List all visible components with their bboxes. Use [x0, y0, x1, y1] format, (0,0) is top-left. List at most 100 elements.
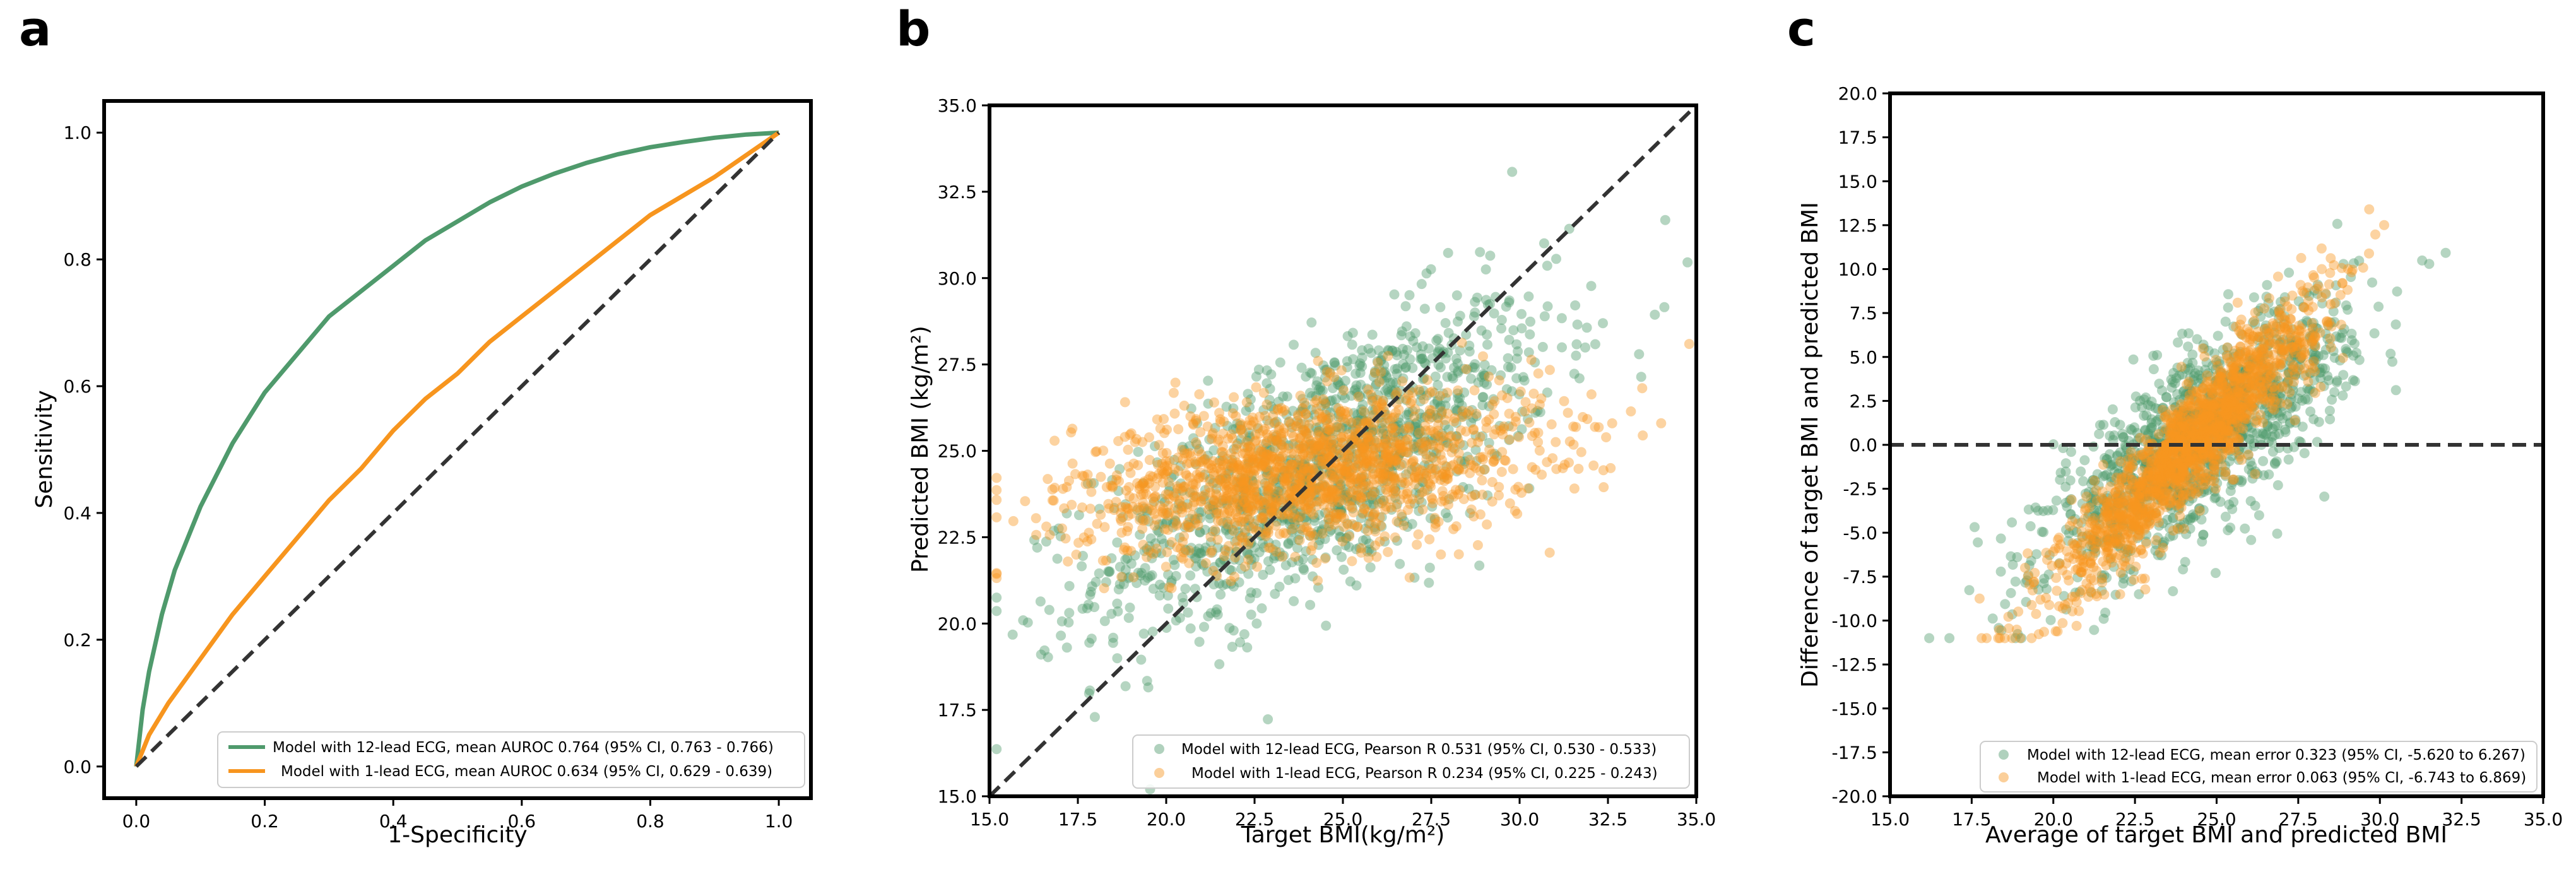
scatter-point-12lead: [1178, 598, 1188, 608]
scatter-point-1lead: [1171, 519, 1182, 529]
scatter-point-12lead: [1365, 562, 1376, 573]
scatter-point-12lead: [1368, 486, 1378, 497]
scatter-point-12lead: [1315, 382, 1326, 392]
scatter-point-12lead: [1347, 424, 1358, 435]
bland-altman-point-12lead: [2225, 522, 2236, 533]
scatter-point-12lead: [1470, 430, 1481, 441]
scatter-point-12lead: [1194, 637, 1205, 647]
scatter-point-12lead: [1139, 546, 1150, 557]
scatter-predicted-x-axis-label: Target BMI(kg/m²): [1241, 822, 1445, 848]
scatter-point-1lead: [1144, 432, 1154, 443]
scatter-point-1lead: [1347, 556, 1357, 567]
scatter-point-12lead: [1228, 403, 1239, 414]
scatter-point-1lead: [1395, 440, 1405, 451]
scatter-point-12lead: [1317, 453, 1328, 463]
scatter-point-12lead: [1266, 401, 1277, 411]
bland-altman-point-12lead: [2341, 300, 2351, 311]
scatter-point-12lead: [1333, 411, 1344, 422]
panel-c: c 15.0 17.5 20.0 22.5 25.0 27.5 30.0 32.5 35.0 -…: [1787, 1, 2563, 848]
scatter-point-12lead: [1340, 533, 1351, 543]
scatter-point-12lead: [1415, 349, 1426, 360]
scatter-point-12lead: [1402, 345, 1412, 355]
scatter-point-12lead: [1226, 461, 1236, 472]
roc-x-tick-label: 0.2: [251, 811, 279, 832]
scatter-point-1lead: [1116, 572, 1127, 582]
scatter-point-12lead: [1337, 551, 1347, 562]
scatter-point-12lead: [1276, 485, 1287, 496]
scatter-point-12lead: [1174, 533, 1185, 543]
scatter-point-12lead: [1244, 593, 1255, 604]
scatter-point-12lead: [1303, 467, 1313, 478]
scatter-point-12lead: [1224, 495, 1234, 506]
scatter-point-1lead: [1424, 534, 1435, 545]
scatter-point-1lead: [1364, 435, 1375, 445]
scatter-point-12lead: [1152, 457, 1162, 468]
scatter-point-12lead: [1429, 409, 1440, 420]
scatter-point-12lead: [1344, 454, 1354, 464]
scatter-point-12lead: [1018, 615, 1029, 626]
scatter-point-1lead: [1220, 493, 1231, 504]
scatter-point-12lead: [1391, 350, 1402, 361]
scatter-point-12lead: [1290, 519, 1301, 530]
scatter-point-12lead: [1376, 423, 1387, 433]
scatter-point-12lead: [1063, 617, 1074, 628]
scatter-point-12lead: [1314, 482, 1325, 493]
bland-altman-point-1lead: [2050, 626, 2061, 637]
scatter-point-1lead: [1311, 416, 1322, 426]
scatter-point-1lead: [1422, 375, 1433, 386]
scatter-point-12lead: [1246, 587, 1256, 598]
scatter-point-12lead: [1394, 451, 1405, 461]
scatter-point-12lead: [1183, 607, 1193, 618]
bland-altman-point-12lead: [2168, 586, 2178, 596]
scatter-point-12lead: [1236, 501, 1246, 512]
scatter-point-12lead: [1258, 486, 1268, 497]
scatter-point-12lead: [1318, 386, 1328, 396]
scatter-point-1lead: [1417, 504, 1428, 515]
scatter-point-1lead: [1467, 437, 1477, 448]
scatter-point-12lead: [1429, 399, 1440, 409]
scatter-point-12lead: [1279, 466, 1289, 476]
scatter-point-12lead: [1249, 553, 1260, 564]
scatter-point-1lead: [1123, 444, 1133, 455]
scatter-point-1lead: [1373, 357, 1383, 368]
scatter-point-12lead: [1152, 525, 1163, 536]
scatter-point-1lead: [1044, 529, 1055, 540]
scatter-point-12lead: [1261, 523, 1272, 534]
scatter-point-12lead: [1378, 425, 1389, 435]
scatter-point-12lead: [1384, 462, 1394, 473]
scatter-point-12lead: [1120, 499, 1131, 510]
scatter-point-12lead: [1439, 420, 1450, 430]
scatter-point-1lead: [1306, 545, 1316, 556]
scatter-point-12lead: [1397, 428, 1408, 439]
scatter-point-1lead: [1387, 478, 1398, 488]
scatter-point-12lead: [1470, 362, 1480, 373]
scatter-point-12lead: [1524, 483, 1535, 493]
scatter-point-12lead: [1229, 444, 1239, 454]
scatter-point-1lead: [1263, 468, 1273, 479]
scatter-point-12lead: [1379, 360, 1390, 370]
scatter-point-12lead: [1194, 543, 1205, 554]
scatter-point-12lead: [1332, 494, 1343, 505]
scatter-point-12lead: [1513, 346, 1523, 356]
scatter-point-12lead: [1315, 535, 1325, 546]
scatter-point-12lead: [1335, 480, 1345, 490]
scatter-point-12lead: [1414, 386, 1425, 397]
scatter-point-12lead: [1440, 400, 1451, 411]
scatter-point-12lead: [1405, 354, 1415, 365]
bland-altman-point-12lead: [2280, 427, 2291, 437]
scatter-point-1lead: [1523, 483, 1533, 494]
scatter-point-12lead: [1433, 334, 1443, 345]
scatter-point-12lead: [1221, 401, 1232, 412]
scatter-point-12lead: [1503, 362, 1513, 372]
scatter-point-12lead: [1301, 546, 1311, 557]
scatter-point-12lead: [1449, 362, 1460, 373]
scatter-point-12lead: [1413, 428, 1423, 439]
scatter-point-12lead: [1383, 346, 1394, 356]
scatter-point-12lead: [1373, 345, 1384, 356]
scatter-point-12lead: [1390, 492, 1401, 503]
scatter-point-1lead: [1232, 493, 1243, 504]
scatter-point-12lead: [1355, 358, 1366, 368]
scatter-point-12lead: [1161, 518, 1171, 529]
scatter-point-12lead: [1113, 486, 1124, 497]
scatter-point-12lead: [1245, 394, 1256, 404]
